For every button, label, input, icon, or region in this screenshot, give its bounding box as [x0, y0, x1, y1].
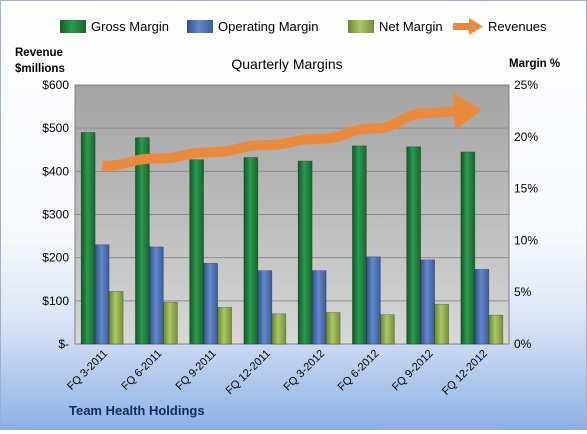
gross-margin-bar	[297, 160, 313, 345]
net-margin-bar	[271, 313, 287, 345]
gross-margin-bar	[80, 132, 96, 345]
x-tick-label: FQ 6-2011	[119, 348, 164, 393]
legend-label: Gross Margin	[91, 19, 169, 34]
x-tick-labels: FQ 3-2011 FQ 6-2011 FQ 9-2011 FQ 12-2011 FQ …	[65, 348, 490, 398]
left-tick-label: $100	[42, 294, 69, 308]
operating-margin-bar	[420, 259, 435, 345]
net-margin-bar	[163, 301, 178, 345]
net-margin-bar	[108, 291, 124, 345]
x-tick-label: FQ 6-2012	[336, 348, 382, 394]
left-axis-title-line1: Revenue	[15, 47, 63, 59]
gross-margin-bar	[135, 137, 150, 345]
operating-margin-bar	[366, 256, 381, 345]
net-margin-bar	[325, 312, 341, 345]
right-axis-title: Margin %	[509, 58, 560, 70]
net-margin-bar	[434, 303, 449, 345]
bars	[80, 132, 504, 345]
operating-margin-bar	[257, 270, 273, 345]
right-tick-label: 5%	[514, 285, 532, 299]
x-tick-label: FQ 3-2011	[65, 348, 110, 393]
net-margin-bar	[217, 307, 232, 345]
gross-margin-bar	[189, 159, 204, 345]
gross-margin-bar	[352, 145, 367, 345]
legend-item-operating-margin: Operating Margin	[187, 19, 318, 34]
legend-label: Operating Margin	[218, 19, 318, 34]
gross-margin-bar	[460, 151, 476, 345]
left-tick-label: $200	[42, 251, 69, 265]
legend: Gross Margin Operating Margin Net Margin…	[60, 18, 547, 35]
revenue-arrowhead	[452, 92, 482, 131]
company-name: Team Health Holdings	[69, 403, 205, 418]
operating-margin-bar	[311, 270, 327, 345]
legend-item-revenues: Revenues	[453, 18, 547, 35]
right-tick-label: 25%	[514, 78, 538, 92]
right-tick-label: 0%	[514, 337, 532, 351]
x-tick-label: FQ 9-2012	[390, 348, 436, 394]
gross-margin-bar	[406, 146, 421, 345]
right-tick-label: 10%	[514, 233, 538, 247]
net-margin-bar	[488, 314, 504, 345]
legend-label: Net Margin	[379, 19, 443, 34]
x-tick-label: FQ 3-2012	[282, 348, 328, 394]
net-margin-bar	[380, 314, 395, 345]
revenue-arrow	[102, 92, 482, 171]
legend-item-gross-margin: Gross Margin	[60, 19, 169, 34]
right-tick-label: 15%	[514, 182, 538, 196]
right-tick-label: 20%	[514, 130, 538, 144]
x-tick-label: FQ 9-2011	[174, 348, 219, 393]
x-tick-label: FQ 12-2011	[224, 348, 273, 397]
gross-margin-bar	[243, 157, 259, 345]
operating-margin-bar	[474, 269, 490, 345]
revenue-line	[102, 106, 454, 171]
left-tick-label: $300	[42, 208, 69, 222]
left-axis-title-line2: $millions	[15, 63, 65, 75]
legend-label: Revenues	[488, 19, 547, 34]
legend-item-net-margin: Net Margin	[348, 19, 443, 34]
x-tick-label: FQ 12-2012	[440, 348, 490, 398]
left-tick-label: $400	[42, 164, 69, 178]
left-tick-label: $-	[58, 337, 69, 351]
operating-margin-bar	[203, 262, 218, 345]
chart-title: Quarterly Margins	[231, 56, 342, 72]
left-tick-label: $600	[42, 78, 69, 92]
operating-margin-bar	[149, 246, 164, 345]
left-tick-label: $500	[42, 121, 69, 135]
right-tick-labels: 0% 5% 10% 15% 20% 25%	[514, 78, 538, 351]
left-tick-labels: $- $100 $200 $300 $400 $500 $600	[42, 78, 69, 351]
operating-margin-bar	[94, 244, 110, 345]
